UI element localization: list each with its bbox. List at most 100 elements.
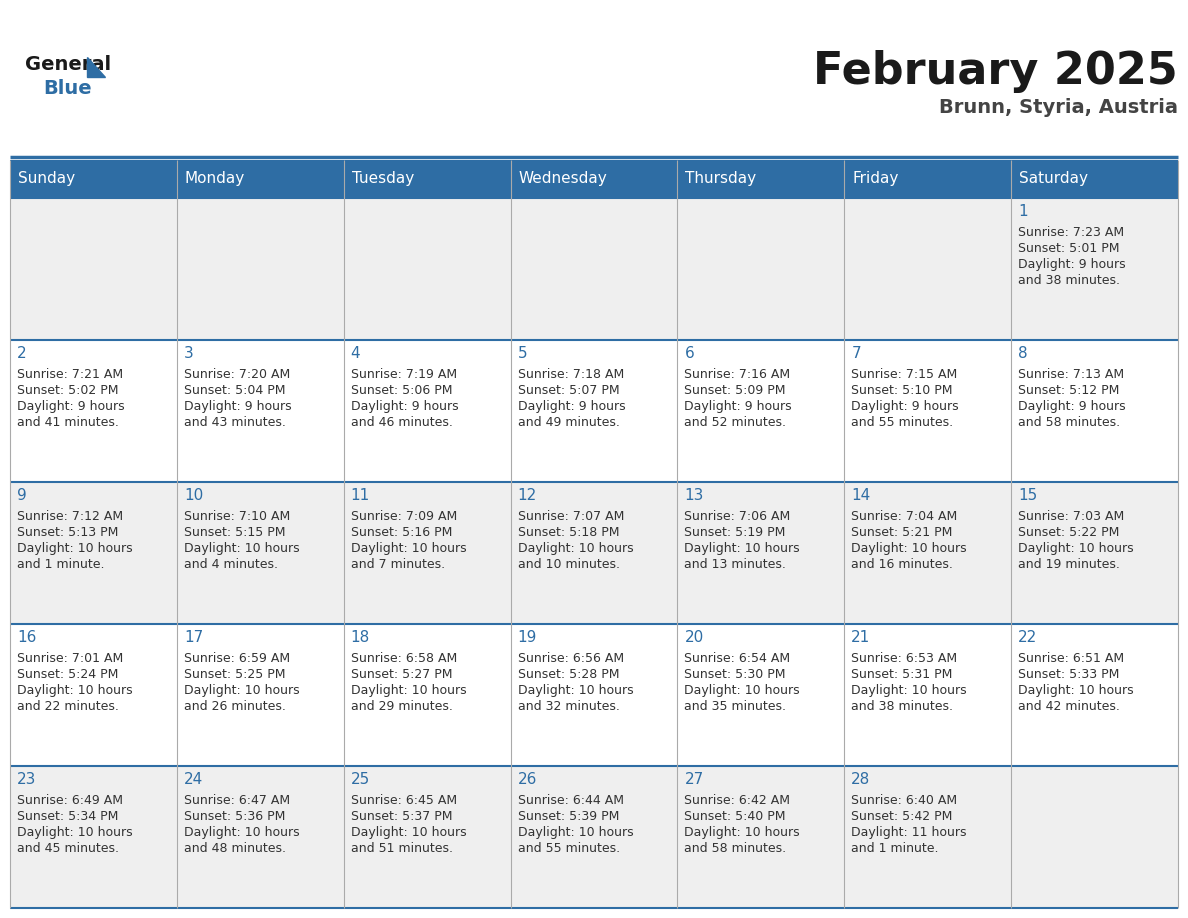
Text: Sunset: 5:36 PM: Sunset: 5:36 PM — [184, 810, 285, 823]
Text: and 38 minutes.: and 38 minutes. — [852, 700, 953, 713]
Text: Sunrise: 7:01 AM: Sunrise: 7:01 AM — [17, 652, 124, 665]
Text: Daylight: 10 hours: Daylight: 10 hours — [518, 826, 633, 839]
Text: Daylight: 10 hours: Daylight: 10 hours — [350, 684, 467, 697]
Text: 17: 17 — [184, 630, 203, 645]
Text: Sunset: 5:40 PM: Sunset: 5:40 PM — [684, 810, 786, 823]
Bar — [511, 160, 677, 198]
Text: and 41 minutes.: and 41 minutes. — [17, 416, 119, 429]
Text: 28: 28 — [852, 772, 871, 787]
Text: Brunn, Styria, Austria: Brunn, Styria, Austria — [939, 98, 1178, 117]
Text: and 43 minutes.: and 43 minutes. — [184, 416, 286, 429]
Text: Sunrise: 7:20 AM: Sunrise: 7:20 AM — [184, 368, 290, 381]
Text: Sunrise: 7:04 AM: Sunrise: 7:04 AM — [852, 510, 958, 523]
Text: 25: 25 — [350, 772, 369, 787]
Text: and 46 minutes.: and 46 minutes. — [350, 416, 453, 429]
Text: Sunset: 5:16 PM: Sunset: 5:16 PM — [350, 526, 453, 539]
Text: 16: 16 — [17, 630, 37, 645]
Text: Sunrise: 7:13 AM: Sunrise: 7:13 AM — [1018, 368, 1124, 381]
Text: Sunset: 5:37 PM: Sunset: 5:37 PM — [350, 810, 453, 823]
Bar — [343, 160, 511, 198]
Text: Sunset: 5:04 PM: Sunset: 5:04 PM — [184, 384, 285, 397]
Text: and 58 minutes.: and 58 minutes. — [684, 842, 786, 855]
Text: Daylight: 10 hours: Daylight: 10 hours — [350, 542, 467, 555]
Text: 3: 3 — [184, 346, 194, 361]
Text: and 52 minutes.: and 52 minutes. — [684, 416, 786, 429]
Text: Sunrise: 7:03 AM: Sunrise: 7:03 AM — [1018, 510, 1124, 523]
Text: Sunrise: 6:56 AM: Sunrise: 6:56 AM — [518, 652, 624, 665]
Text: 20: 20 — [684, 630, 703, 645]
Text: Daylight: 9 hours: Daylight: 9 hours — [184, 400, 291, 413]
Text: Sunrise: 7:16 AM: Sunrise: 7:16 AM — [684, 368, 790, 381]
Text: and 29 minutes.: and 29 minutes. — [350, 700, 453, 713]
Text: Daylight: 10 hours: Daylight: 10 hours — [684, 684, 800, 697]
Text: Sunset: 5:34 PM: Sunset: 5:34 PM — [17, 810, 119, 823]
Text: Monday: Monday — [185, 172, 245, 186]
Bar — [10, 624, 1178, 766]
Text: and 51 minutes.: and 51 minutes. — [350, 842, 453, 855]
Text: Daylight: 10 hours: Daylight: 10 hours — [1018, 684, 1133, 697]
Text: Sunset: 5:13 PM: Sunset: 5:13 PM — [17, 526, 119, 539]
Text: Sunrise: 6:42 AM: Sunrise: 6:42 AM — [684, 794, 790, 807]
Text: and 58 minutes.: and 58 minutes. — [1018, 416, 1120, 429]
Text: Daylight: 10 hours: Daylight: 10 hours — [518, 542, 633, 555]
Text: Sunrise: 6:47 AM: Sunrise: 6:47 AM — [184, 794, 290, 807]
Text: Sunset: 5:15 PM: Sunset: 5:15 PM — [184, 526, 285, 539]
Text: 4: 4 — [350, 346, 360, 361]
Text: Sunset: 5:27 PM: Sunset: 5:27 PM — [350, 668, 453, 681]
Text: and 55 minutes.: and 55 minutes. — [852, 416, 954, 429]
Text: Sunset: 5:24 PM: Sunset: 5:24 PM — [17, 668, 119, 681]
Text: 9: 9 — [17, 488, 27, 503]
Text: General: General — [25, 55, 112, 74]
Text: Sunrise: 6:49 AM: Sunrise: 6:49 AM — [17, 794, 124, 807]
Text: Sunset: 5:10 PM: Sunset: 5:10 PM — [852, 384, 953, 397]
Text: Friday: Friday — [852, 172, 898, 186]
Text: Sunset: 5:18 PM: Sunset: 5:18 PM — [518, 526, 619, 539]
Text: 19: 19 — [518, 630, 537, 645]
Text: Daylight: 9 hours: Daylight: 9 hours — [17, 400, 125, 413]
Text: 15: 15 — [1018, 488, 1037, 503]
Bar — [10, 340, 1178, 482]
Text: Daylight: 9 hours: Daylight: 9 hours — [852, 400, 959, 413]
Text: Daylight: 11 hours: Daylight: 11 hours — [852, 826, 967, 839]
Text: 23: 23 — [17, 772, 37, 787]
Text: Sunset: 5:33 PM: Sunset: 5:33 PM — [1018, 668, 1119, 681]
Text: 6: 6 — [684, 346, 694, 361]
Text: Blue: Blue — [43, 79, 91, 98]
Text: 5: 5 — [518, 346, 527, 361]
Text: and 13 minutes.: and 13 minutes. — [684, 558, 786, 571]
Text: Sunset: 5:09 PM: Sunset: 5:09 PM — [684, 384, 786, 397]
Text: Daylight: 9 hours: Daylight: 9 hours — [350, 400, 459, 413]
Text: Daylight: 10 hours: Daylight: 10 hours — [684, 826, 800, 839]
Text: Sunrise: 6:51 AM: Sunrise: 6:51 AM — [1018, 652, 1124, 665]
Text: Sunset: 5:07 PM: Sunset: 5:07 PM — [518, 384, 619, 397]
Bar — [177, 160, 343, 198]
Text: Wednesday: Wednesday — [519, 172, 607, 186]
Text: 18: 18 — [350, 630, 369, 645]
Text: 10: 10 — [184, 488, 203, 503]
Text: and 45 minutes.: and 45 minutes. — [17, 842, 119, 855]
Text: and 42 minutes.: and 42 minutes. — [1018, 700, 1120, 713]
Bar — [10, 482, 1178, 624]
Text: Daylight: 10 hours: Daylight: 10 hours — [852, 542, 967, 555]
Text: 11: 11 — [350, 488, 369, 503]
Text: Daylight: 10 hours: Daylight: 10 hours — [184, 826, 299, 839]
Text: Sunset: 5:31 PM: Sunset: 5:31 PM — [852, 668, 953, 681]
Text: and 38 minutes.: and 38 minutes. — [1018, 274, 1120, 287]
Text: Sunrise: 6:45 AM: Sunrise: 6:45 AM — [350, 794, 457, 807]
Text: Sunset: 5:28 PM: Sunset: 5:28 PM — [518, 668, 619, 681]
Text: Sunset: 5:01 PM: Sunset: 5:01 PM — [1018, 242, 1119, 255]
Text: Sunrise: 7:07 AM: Sunrise: 7:07 AM — [518, 510, 624, 523]
Text: and 26 minutes.: and 26 minutes. — [184, 700, 286, 713]
Bar — [677, 160, 845, 198]
Text: and 4 minutes.: and 4 minutes. — [184, 558, 278, 571]
Text: Sunrise: 7:18 AM: Sunrise: 7:18 AM — [518, 368, 624, 381]
Text: Daylight: 10 hours: Daylight: 10 hours — [17, 684, 133, 697]
Text: Daylight: 10 hours: Daylight: 10 hours — [17, 826, 133, 839]
Text: and 32 minutes.: and 32 minutes. — [518, 700, 619, 713]
Text: Sunrise: 6:58 AM: Sunrise: 6:58 AM — [350, 652, 457, 665]
Text: Sunset: 5:30 PM: Sunset: 5:30 PM — [684, 668, 786, 681]
Text: 7: 7 — [852, 346, 861, 361]
Text: Sunrise: 7:12 AM: Sunrise: 7:12 AM — [17, 510, 124, 523]
Text: and 22 minutes.: and 22 minutes. — [17, 700, 119, 713]
Text: Sunrise: 6:44 AM: Sunrise: 6:44 AM — [518, 794, 624, 807]
